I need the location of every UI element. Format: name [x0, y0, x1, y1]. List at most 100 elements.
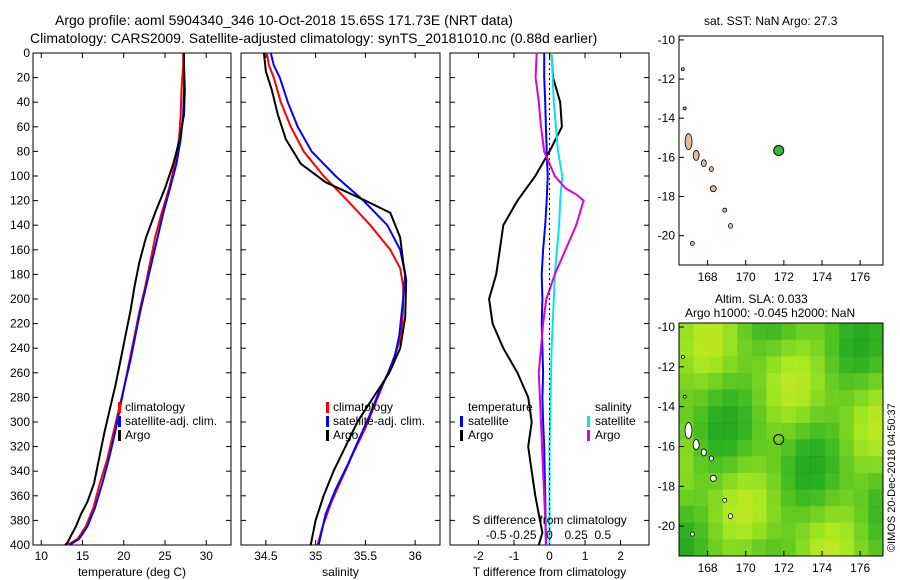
sla-cell	[679, 356, 695, 374]
sla-cell	[766, 356, 782, 374]
sla-cell	[708, 356, 724, 374]
sla-cell	[839, 372, 855, 391]
island	[728, 513, 733, 520]
sla-cell	[751, 406, 767, 424]
sla-cell	[795, 506, 811, 524]
sla-cell	[810, 406, 826, 424]
series-line-s-argo	[534, 52, 585, 546]
sla-cell	[853, 389, 869, 407]
sla-cell	[839, 339, 855, 357]
sla-cell	[679, 456, 695, 474]
series-line-t-argo	[488, 52, 563, 546]
sla-cell	[679, 506, 695, 524]
legend-entry: climatology	[125, 400, 185, 414]
sla-cell	[693, 372, 709, 391]
x-axis-label: salinity	[322, 565, 359, 579]
sla-cell	[868, 539, 884, 557]
float-marker	[773, 434, 785, 445]
sla-cell	[868, 489, 884, 507]
sla-cell	[853, 439, 869, 457]
sla-cell	[810, 356, 826, 374]
sla-cell	[810, 372, 826, 391]
sla-cell	[722, 472, 738, 490]
sla-cell	[824, 356, 840, 374]
sla-cell	[766, 472, 782, 490]
map-x-tick-label: 170	[736, 270, 756, 284]
map-y-tick-label: -20	[658, 229, 676, 243]
sla-cell	[795, 472, 811, 490]
map-x-tick-label: 170	[736, 561, 756, 575]
sla-cell	[722, 439, 738, 457]
y-tick-label: 100	[10, 169, 30, 183]
sla-cell	[722, 356, 738, 374]
sla-cell	[781, 472, 797, 490]
series-line-argo	[64, 53, 186, 546]
x-axis-label: T difference from climatology	[473, 565, 627, 579]
sla-cell	[795, 372, 811, 391]
sla-cell	[853, 456, 869, 474]
legend-entry: satellite-adj. clim.	[125, 414, 217, 428]
sla-cell	[722, 489, 738, 507]
series-line-argo	[262, 52, 408, 546]
series-line-satellite	[269, 52, 407, 546]
sla-cell	[751, 522, 767, 540]
float-marker	[773, 145, 785, 156]
sla-cell	[766, 539, 782, 557]
sla-cell	[737, 389, 753, 407]
sla-cell	[751, 506, 767, 524]
panel-frame-salinity	[240, 52, 441, 546]
sla-cell	[868, 506, 884, 524]
y-tick-label: 340	[10, 464, 30, 478]
sla-cell	[795, 489, 811, 507]
legend-swatch	[326, 430, 329, 441]
y-tick-label: 140	[10, 218, 30, 232]
map-x-tick-label: 176	[850, 561, 870, 575]
sla-cell	[766, 489, 782, 507]
x-tick-label: 15	[76, 549, 90, 563]
map-sla-title-1: Altim. SLA: 0.033	[715, 292, 808, 306]
sla-cell	[766, 389, 782, 407]
sla-cell	[795, 323, 811, 341]
sla-cell	[679, 339, 695, 357]
legend-swatch	[460, 416, 463, 427]
sla-cell	[751, 472, 767, 490]
y-tick-label: 180	[10, 267, 30, 281]
sla-cell	[693, 339, 709, 357]
sla-cell	[781, 389, 797, 407]
sla-cell	[868, 472, 884, 490]
y-tick-label: 280	[10, 390, 30, 404]
sla-cell	[868, 356, 884, 374]
sla-cell	[853, 339, 869, 357]
map-y-tick-label: -10	[658, 320, 676, 334]
sla-cell	[722, 372, 738, 391]
sla-cell	[751, 439, 767, 457]
sla-cell	[708, 339, 724, 357]
sla-cell	[766, 506, 782, 524]
x-tick-label: -2	[473, 549, 484, 563]
s-tick-label: 0	[546, 528, 553, 542]
sla-cell	[853, 506, 869, 524]
map-x-tick-label: 168	[698, 561, 718, 575]
sla-cell	[781, 372, 797, 391]
sla-cell	[693, 539, 709, 557]
sla-cell	[868, 456, 884, 474]
island	[692, 439, 700, 450]
x-tick-label: 30	[200, 549, 214, 563]
sla-cell	[708, 439, 724, 457]
legend-temp-argo: Argo	[468, 428, 494, 442]
sla-cell	[868, 406, 884, 424]
legend-swatch	[326, 402, 329, 413]
sla-cell	[766, 522, 782, 540]
sla-cell	[868, 339, 884, 357]
legend-entry: climatology	[333, 400, 393, 414]
sla-cell	[824, 406, 840, 424]
sla-cell	[810, 339, 826, 357]
sla-cell	[722, 339, 738, 357]
sla-cell	[737, 356, 753, 374]
sla-cell	[679, 323, 695, 341]
legend-sal-argo: Argo	[595, 428, 621, 442]
sla-cell	[781, 539, 797, 557]
sla-cell	[839, 323, 855, 341]
title-line-2: Climatology: CARS2009. Satellite-adjuste…	[30, 30, 598, 46]
sla-cell	[766, 439, 782, 457]
